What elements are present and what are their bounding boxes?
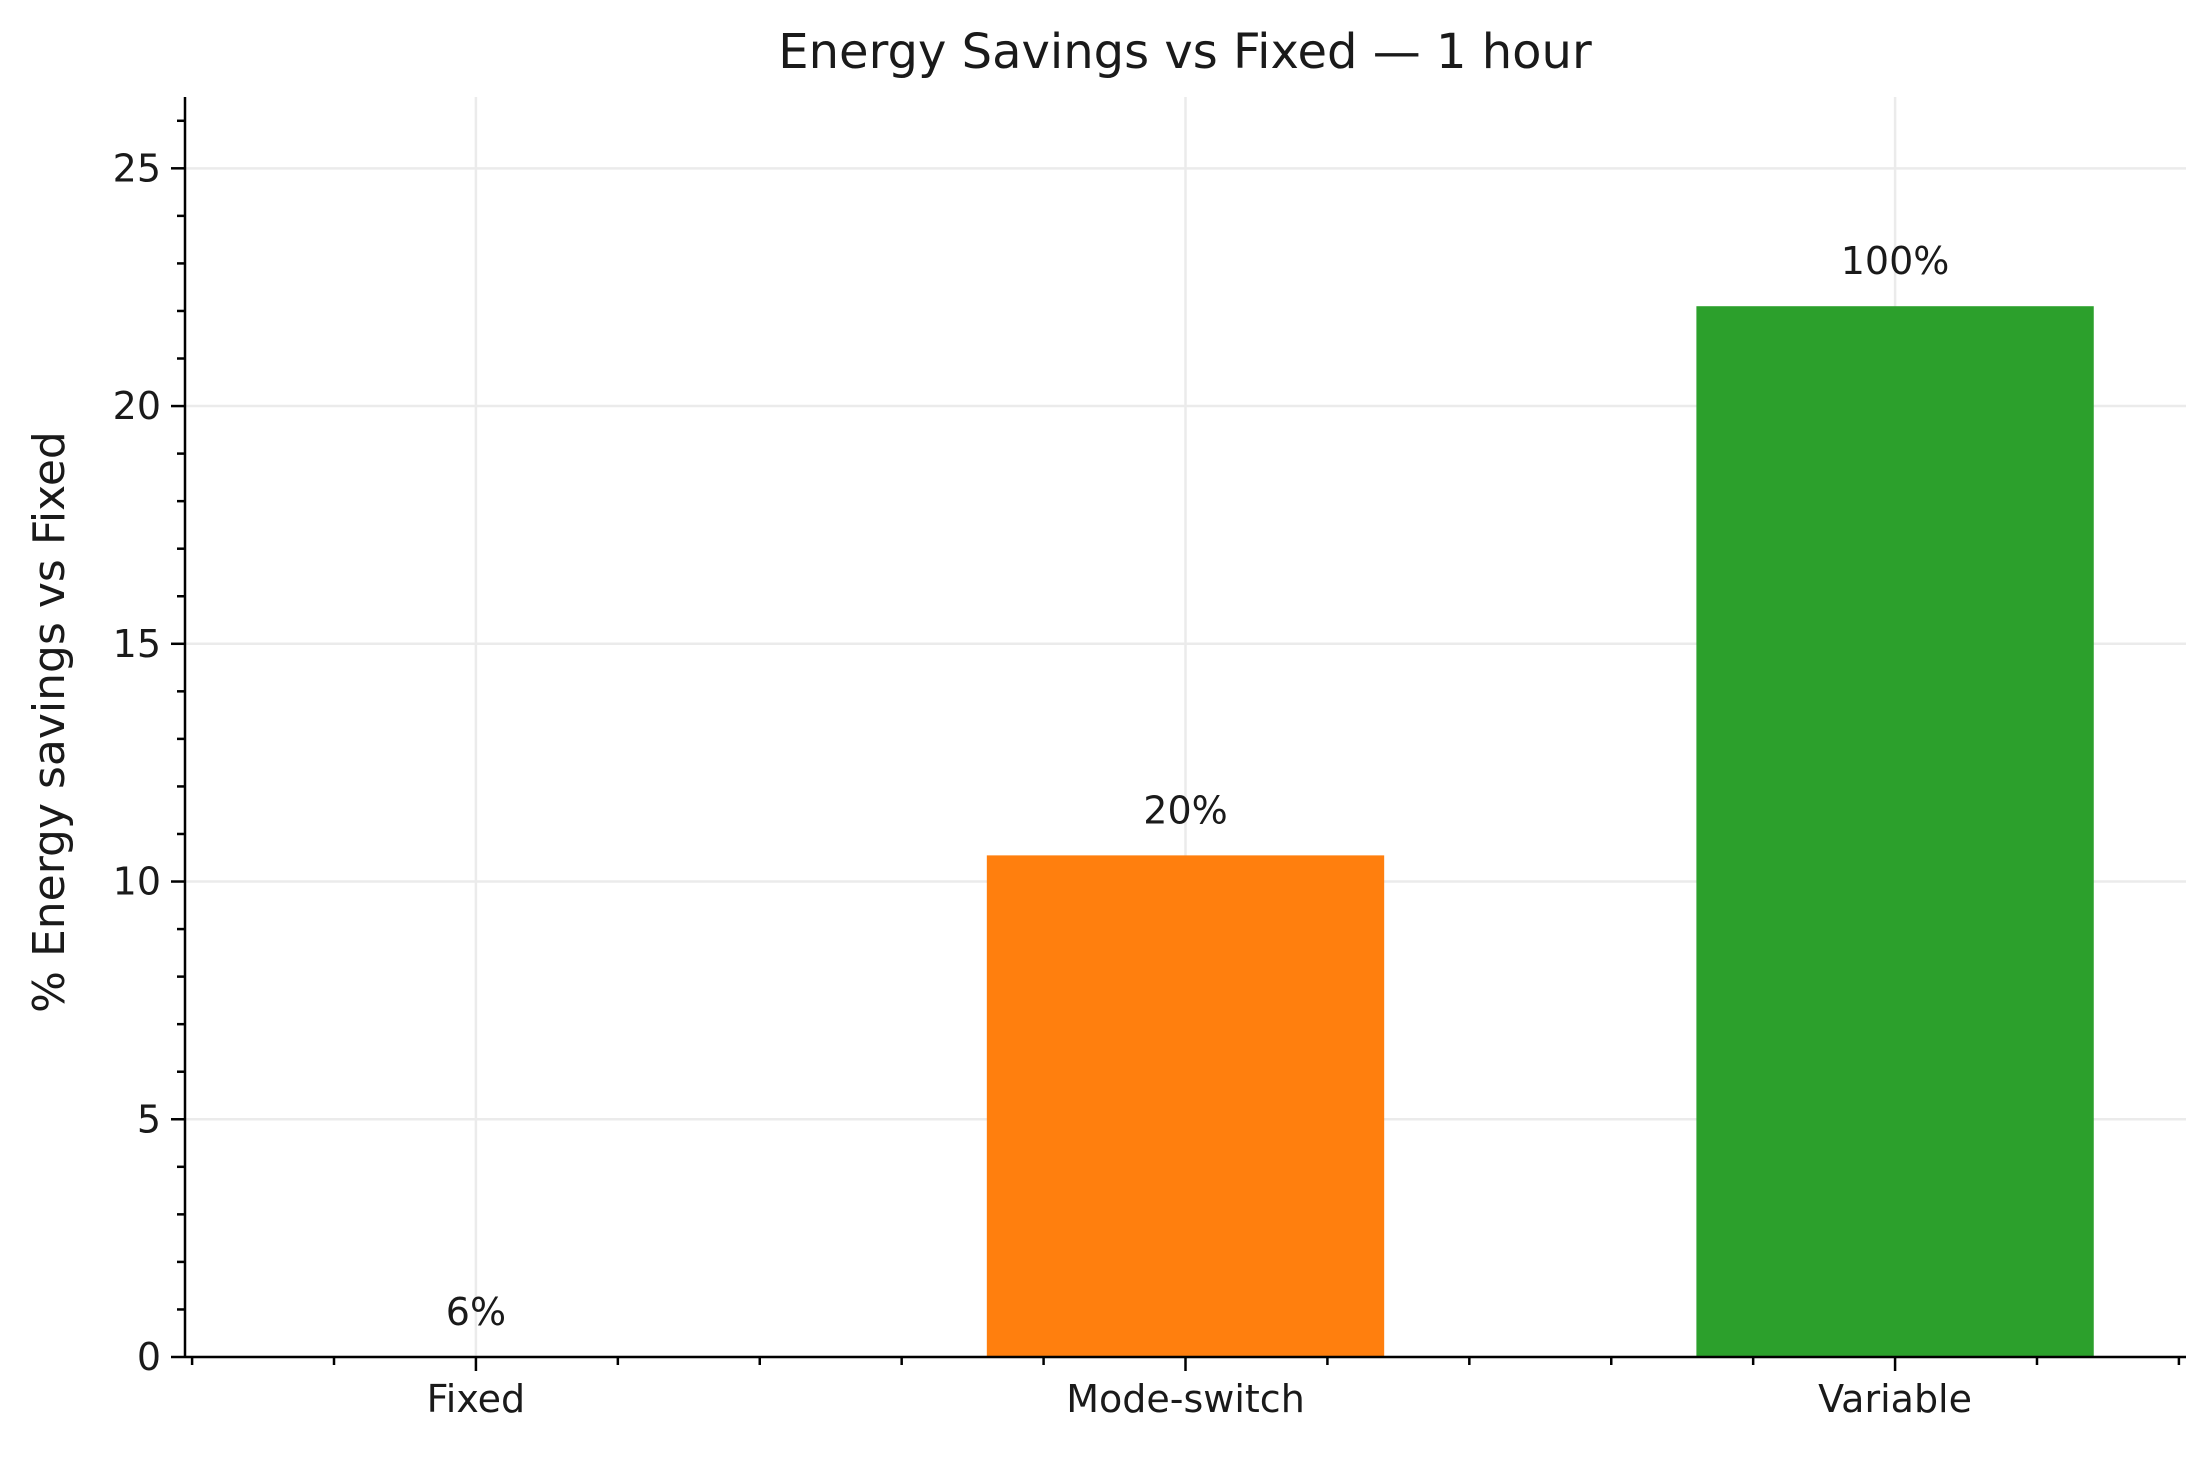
x-tick-label: Mode-switch (1066, 1377, 1305, 1421)
ticks: 0 5 10 15 20 25 Fixed Mode-switch Variable (113, 119, 2181, 1421)
y-tick-label: 20 (113, 384, 161, 428)
x-tick-label: Variable (1818, 1377, 1972, 1421)
y-tick-label: 0 (137, 1335, 161, 1379)
y-tick-label: 15 (113, 622, 161, 666)
data-labels: 6% 20% 100% (446, 239, 1950, 1334)
bar-variable (1696, 306, 2094, 1358)
y-tick-label: 10 (113, 860, 161, 904)
data-label: 100% (1841, 239, 1950, 283)
data-label: 6% (446, 1290, 506, 1334)
data-label: 20% (1143, 788, 1227, 832)
y-tick-label: 25 (113, 146, 161, 190)
x-tick-label: Fixed (427, 1377, 525, 1421)
bar-mode-switch (986, 855, 1385, 1357)
chart-title: Energy Savings vs Fixed — 1 hour (778, 24, 1592, 80)
y-tick-label: 5 (137, 1097, 161, 1141)
y-axis-label: % Energy savings vs Fixed (24, 431, 75, 1013)
bars (986, 306, 2094, 1358)
